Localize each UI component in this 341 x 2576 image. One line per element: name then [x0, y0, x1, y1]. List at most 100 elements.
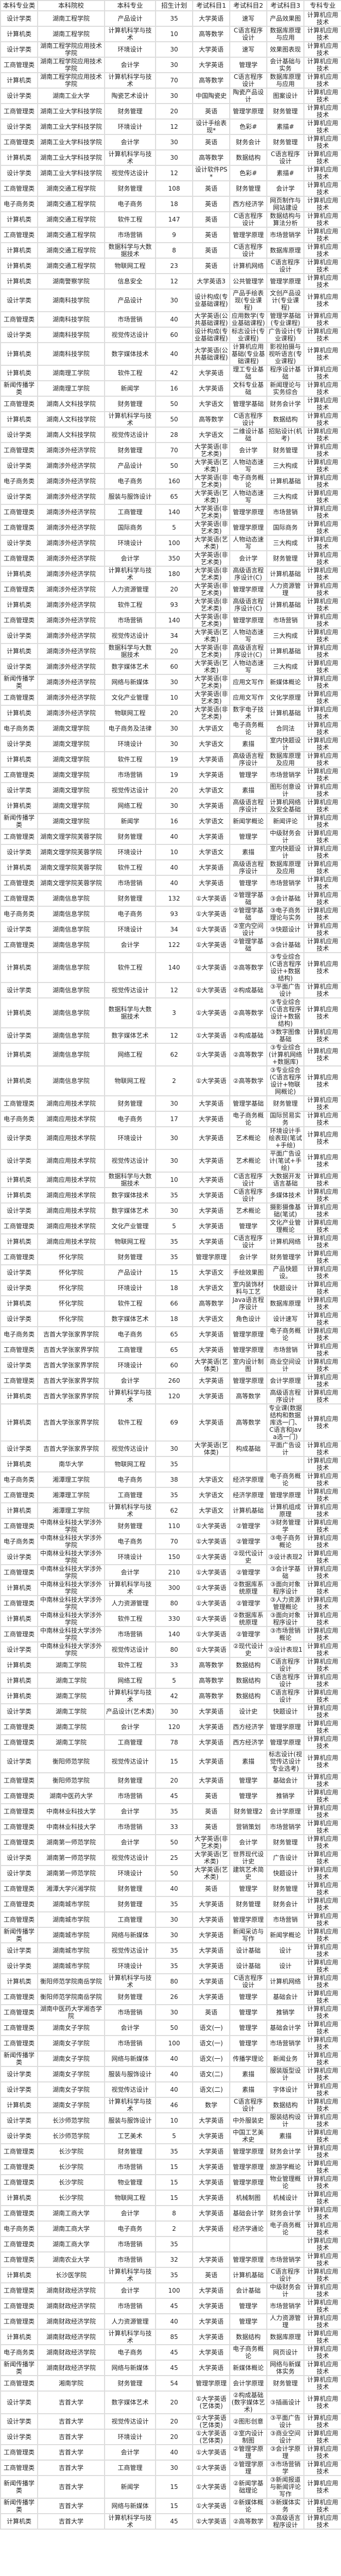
- cell-exam-subject-1: 大学英语: [192, 1958, 230, 1974]
- cell-exam-subject-3: 计算机基础: [266, 473, 304, 489]
- cell-exam-subject-3: 字体设计: [266, 2081, 304, 2098]
- cell-major: 人力资源管理: [104, 2313, 156, 2330]
- cell-junior-college-major: 计算机应用技术: [303, 550, 341, 567]
- cell-major: 环境设计: [104, 736, 156, 752]
- cell-major-category: 工商管理类: [0, 1719, 38, 1735]
- cell-exam-subject-1: 大学英语: [192, 1233, 230, 1250]
- cell-major-category: 电子商务类: [0, 1533, 38, 1550]
- cell-university: 湖南财政经济学院: [37, 2344, 105, 2361]
- table-row: 工商管理类 湖南中医药大学 市场营销 45 英语 管理学 推销学 计算机应用技术: [0, 1788, 341, 1804]
- cell-exam-subject-1: 大学英语: [192, 798, 230, 814]
- cell-exam-subject-3: 推销学: [266, 2004, 304, 2021]
- cell-exam-subject-2: 管理学: [229, 1989, 267, 2005]
- cell-junior-college-major: 计算机应用技术: [303, 628, 341, 644]
- cell-major-category: 计算机类: [0, 258, 38, 274]
- cell-exam-subject-2: 人物动态速写: [229, 628, 267, 644]
- cell-exam-subject-2: 设计基础: [229, 1958, 267, 1974]
- cell-university: 湖南应用技术学院: [37, 1218, 105, 1234]
- table-row: 计算机类 湖南工程学院 计算机科学与技术 10 高等数学 C语言程序设计 数据库原理与应用计…: [0, 26, 341, 42]
- cell-major-category: 设计学类: [0, 327, 38, 343]
- cell-enrollment-plan: 34: [155, 628, 193, 644]
- cell-major-category: 工商管理类: [0, 1342, 38, 1358]
- cell-major: 数字媒体技术: [104, 1187, 156, 1204]
- cell-junior-college-major: 计算机应用技术: [303, 1958, 341, 1974]
- cell-exam-subject-1: 大学英语(非艺术类): [192, 581, 230, 598]
- cell-exam-subject-2: 传播学理论: [229, 2050, 267, 2067]
- table-row: 设计学类 怀化学院 环境设计 18 大学语文 室内装饰材料与工艺 快题设计 计算机应用技术: [0, 1280, 341, 1296]
- cell-major-category: 电子商务类: [0, 906, 38, 922]
- cell-exam-subject-3: 人力资源管理: [266, 2313, 304, 2330]
- cell-major: 电子商务: [104, 196, 156, 212]
- cell-exam-subject-2: 管理学原理: [229, 1326, 267, 1343]
- cell-exam-subject-3: 市场营销学: [266, 227, 304, 243]
- cell-exam-subject-3: ③专业综合(C语言程序设计+物联网概论): [266, 1065, 304, 1096]
- cell-exam-subject-1: 大学英语(非艺术类): [192, 566, 230, 582]
- cell-exam-subject-2: 公共管理学: [229, 273, 267, 290]
- cell-exam-subject-3: 中级财务会计: [266, 2282, 304, 2299]
- cell-exam-subject-2: 手绘效果图: [229, 1264, 267, 1281]
- cell-major-category: 电子商务类: [0, 1111, 38, 1127]
- cell-major: 软件工程: [104, 1403, 156, 1442]
- cell-university: 湖南交通工程学院: [37, 227, 105, 243]
- table-row: 计算机类 湖南财政经济学院 计算机科学与技术 85 大学英语 数据结构 数据库原理 计算机应用…: [0, 2329, 341, 2345]
- cell-major: 计算机科学与技术: [104, 411, 156, 428]
- cell-major: 电子商务: [104, 906, 156, 922]
- cell-exam-subject-1: 大学语文: [192, 813, 230, 829]
- cell-major-category: 工商管理类: [0, 2313, 38, 2330]
- cell-exam-subject-2: ②管理学原理: [229, 2460, 267, 2476]
- cell-exam-subject-2: 素描: [229, 782, 267, 799]
- cell-exam-subject-2: 高级语言程序设计: [229, 859, 267, 876]
- cell-major: 计算机科学与技术: [104, 2097, 156, 2113]
- cell-enrollment-plan: 45: [155, 2344, 193, 2361]
- cell-exam-subject-3: 设计: [266, 1958, 304, 1974]
- cell-enrollment-plan: 50: [155, 2020, 193, 2036]
- cell-exam-subject-3: ③设计表现2: [266, 1549, 304, 1565]
- cell-major-category: 新闻传播学类: [0, 2360, 38, 2376]
- cell-enrollment-plan: 18: [155, 196, 193, 212]
- cell-enrollment-plan: 35: [155, 1958, 193, 1974]
- cell-exam-subject-2: 管理学原理: [229, 1372, 267, 1389]
- cell-exam-subject-3: 财务管理: [266, 1095, 304, 1112]
- cell-university: 湖南财政经济学院: [37, 2282, 105, 2299]
- cell-junior-college-major: 计算机应用技术: [303, 1896, 341, 1912]
- cell-major-category: 工商管理类: [0, 1819, 38, 1835]
- cell-major: 计算机科学与技术: [104, 26, 156, 42]
- cell-junior-college-major: 计算机应用技术: [303, 875, 341, 891]
- cell-exam-subject-3: ③会计学基础: [266, 1564, 304, 1581]
- cell-exam-subject-3: 计算机基础: [266, 566, 304, 582]
- cell-university: 湖南工程学院应用技术学院: [37, 72, 105, 89]
- cell-exam-subject-2: 文科专业基础: [229, 380, 267, 397]
- cell-major-category: 计算机类: [0, 1172, 38, 1188]
- cell-enrollment-plan: 5: [155, 519, 193, 536]
- cell-exam-subject-2: 中国工艺美术史: [229, 2128, 267, 2144]
- cell-major: 人力资源管理: [104, 1595, 156, 1612]
- cell-junior-college-major: 计算机应用技术: [303, 937, 341, 953]
- cell-university: 湖南文理学院芙蓉学院: [37, 859, 105, 876]
- cell-exam-subject-1: 大学语文: [192, 1311, 230, 1327]
- cell-university: 吉首大学张家界学院: [37, 1403, 105, 1442]
- cell-junior-college-major: 计算机应用技术: [303, 1111, 341, 1127]
- cell-university: 湖南交通工程学院: [37, 258, 105, 274]
- cell-major-category: 工商管理类: [0, 311, 38, 328]
- cell-enrollment-plan: 40: [155, 2050, 193, 2067]
- cell-junior-college-major: 计算机应用技术: [303, 1788, 341, 1804]
- cell-enrollment-plan: 65: [155, 488, 193, 505]
- cell-enrollment-plan: 20: [155, 2429, 193, 2445]
- cell-enrollment-plan: 30: [155, 1927, 193, 1943]
- table-row: 工商管理类 湖南财政经济学院 市场营销 45 大学英语 管理学 市场营销学 计算机应用技术: [0, 2298, 341, 2314]
- table-row: 设计学类 湖南第一师范学院 视觉传达设计 25 大学英语(艺术类) 世界现代设计史 广告设计…: [0, 1850, 341, 1866]
- cell-major-category: 设计学类: [0, 2066, 38, 2082]
- cell-enrollment-plan: 35: [155, 1803, 193, 1820]
- cell-exam-subject-1: 大学英语: [192, 1973, 230, 1990]
- cell-exam-subject-1: [192, 2236, 230, 2252]
- cell-junior-college-major: 计算机应用技术: [303, 1280, 341, 1296]
- table-row: 工商管理类 衡阳师范学院 财务管理 20 大学英语 管理学 基础会计 计算机应用技术: [0, 1772, 341, 1789]
- cell-university: 湖南涉外经济学院: [37, 488, 105, 505]
- table-row: 工商管理类 湖南涉外经济学院 文化产业管理 10 大学英语(非艺术类) 应用文写作 文化学原…: [0, 689, 341, 706]
- cell-major-category: 新闻传播学类: [0, 2475, 38, 2499]
- cell-major: 计算机科学与技术: [104, 1580, 156, 1596]
- cell-enrollment-plan: 50: [155, 457, 193, 474]
- cell-exam-subject-1: ①大学英语: [192, 1626, 230, 1642]
- cell-junior-college-major: 计算机应用技术: [303, 1295, 341, 1312]
- cell-exam-subject-2: 新媒体概论: [229, 2360, 267, 2376]
